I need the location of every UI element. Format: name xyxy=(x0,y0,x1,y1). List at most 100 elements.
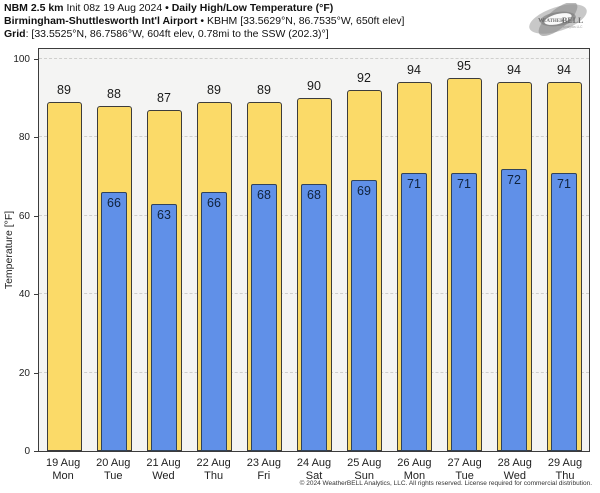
x-axis: 19 Aug Mon 20 Aug Tue 21 Aug Wed 22 Aug Thu 23 A… xyxy=(38,457,590,483)
header-line-3: Grid: [33.5525°N, 86.7586°W, 604ft elev,… xyxy=(4,28,404,41)
svg-text:Analytics LLC: Analytics LLC xyxy=(563,25,583,29)
x-tick-label: 23 Aug Fri xyxy=(239,457,289,483)
day-slot: 94 72 xyxy=(489,49,539,451)
low-bar: 71 xyxy=(401,172,427,451)
low-value-label: 71 xyxy=(557,176,571,191)
station-coords: • KBHM [33.5629°N, 86.7535°W, 650ft elev… xyxy=(197,15,405,27)
day-slot: 89 68 xyxy=(239,49,289,451)
low-bar: 69 xyxy=(351,180,377,451)
x-tick-date: 29 Aug xyxy=(547,457,583,469)
day-slot: 95 71 xyxy=(439,49,489,451)
day-slot: 88 66 xyxy=(89,49,139,451)
low-value-label: 71 xyxy=(457,176,471,191)
x-tick-weekday: Mon xyxy=(403,470,426,482)
x-tick-date: 24 Aug xyxy=(296,457,332,469)
day-slot: 89 66 xyxy=(189,49,239,451)
y-tick-mark xyxy=(34,451,38,452)
chart-title: • Daily High/Low Temperature (°F) xyxy=(165,2,334,14)
x-tick-weekday: Fri xyxy=(257,470,271,482)
day-slot: 87 63 xyxy=(139,49,189,451)
svg-text:EATHER: EATHER xyxy=(543,19,564,24)
day-slot: 92 69 xyxy=(339,49,389,451)
x-tick-date: 27 Aug xyxy=(447,457,482,469)
x-tick-label: 28 Aug Wed xyxy=(490,457,540,483)
x-tick-date: 22 Aug xyxy=(196,457,231,469)
low-value-label: 68 xyxy=(257,188,271,203)
swirl-logo-icon: W EATHER BELL Analytics LLC xyxy=(529,1,587,37)
logo-text-weather: W xyxy=(538,17,545,24)
low-value-label: 68 xyxy=(307,188,321,203)
x-tick-label: 19 Aug Mon xyxy=(38,457,88,483)
low-value-label: 69 xyxy=(357,184,371,199)
x-tick-label: 24 Aug Sat xyxy=(289,457,339,483)
model-name: NBM 2.5 km xyxy=(4,2,64,14)
x-tick-date: 19 Aug xyxy=(45,457,81,469)
low-bar: 68 xyxy=(301,184,327,451)
x-tick-date: 21 Aug xyxy=(146,457,181,469)
high-value-label: 89 xyxy=(207,82,221,97)
station-name: Birmingham-Shuttlesworth Int'l Airport xyxy=(4,15,198,27)
y-tick-mark xyxy=(34,137,38,139)
x-tick-date: 23 Aug xyxy=(246,457,281,469)
day-slot: 94 71 xyxy=(389,49,439,451)
plot-area: 89 88 66 87 63 89 66 89 68 90 68 92 69 94 71 95 71 94 72 94… xyxy=(38,48,590,452)
x-tick-label: 21 Aug Wed xyxy=(138,457,188,483)
copyright-footer: © 2024 WeatherBELL Analytics, LLC. All r… xyxy=(299,480,592,487)
x-tick-weekday: Sat xyxy=(305,470,323,482)
day-slot: 90 68 xyxy=(289,49,339,451)
low-value-label: 66 xyxy=(107,196,121,211)
x-tick-label: 22 Aug Thu xyxy=(189,457,239,483)
high-value-label: 94 xyxy=(407,63,421,78)
x-tick-weekday: Wed xyxy=(152,470,175,482)
low-bar: 71 xyxy=(451,172,477,451)
svg-text:W: W xyxy=(538,17,545,24)
day-slot: 89 xyxy=(39,49,89,451)
x-tick-label: 26 Aug Mon xyxy=(389,457,439,483)
y-tick-label: 80 xyxy=(18,132,30,144)
high-value-label: 90 xyxy=(307,79,321,94)
day-slot: 94 71 xyxy=(539,49,589,451)
high-bar xyxy=(46,101,82,451)
x-tick-weekday: Thu xyxy=(204,470,224,482)
high-value-label: 89 xyxy=(257,82,271,97)
x-tick-label: 20 Aug Tue xyxy=(88,457,138,483)
high-value-label: 95 xyxy=(457,59,471,74)
low-value-label: 72 xyxy=(507,172,521,187)
y-tick-mark xyxy=(34,215,38,217)
high-value-label: 87 xyxy=(157,90,171,105)
low-bar: 72 xyxy=(501,168,527,451)
x-tick-weekday: Tue xyxy=(455,470,474,482)
grid-coords: : [33.5525°N, 86.7586°W, 604ft elev, 0.7… xyxy=(25,28,329,40)
x-tick-weekday: Thu xyxy=(555,470,575,482)
x-tick-weekday: Wed xyxy=(503,470,526,482)
x-tick-weekday: Tue xyxy=(104,470,123,482)
y-tick-mark xyxy=(34,372,38,374)
chart-header: NBM 2.5 km Init 08z 19 Aug 2024 • Daily … xyxy=(4,2,404,41)
y-axis: 0 20 40 60 80 100 xyxy=(0,48,38,457)
x-tick-label: 27 Aug Tue xyxy=(440,457,490,483)
x-tick-date: 26 Aug xyxy=(397,457,432,469)
low-bar: 71 xyxy=(551,172,577,451)
x-tick-label: 25 Aug Sun xyxy=(339,457,389,483)
init-time: Init 08z 19 Aug 2024 xyxy=(63,2,166,14)
low-value-label: 63 xyxy=(157,207,171,222)
x-tick-date: 25 Aug xyxy=(347,457,382,469)
low-bar: 66 xyxy=(201,192,227,451)
y-tick-label: 40 xyxy=(18,289,30,301)
svg-text:BELL: BELL xyxy=(562,16,583,25)
grid-label: Grid xyxy=(4,28,26,40)
y-tick-label: 20 xyxy=(18,367,30,379)
y-tick-label: 60 xyxy=(18,210,30,222)
weatherbell-logo: W EATHER BELL Analytics LLC xyxy=(516,1,596,37)
high-value-label: 88 xyxy=(107,86,121,101)
y-tick-mark xyxy=(34,294,38,296)
low-bar: 63 xyxy=(151,203,177,451)
high-value-label: 89 xyxy=(57,82,71,97)
y-tick-mark xyxy=(34,58,38,60)
y-tick-label: 0 xyxy=(24,446,30,457)
high-value-label: 92 xyxy=(357,71,371,86)
x-tick-date: 20 Aug xyxy=(96,457,131,469)
x-tick-weekday: Sun xyxy=(354,470,374,482)
header-line-2: Birmingham-Shuttlesworth Int'l Airport •… xyxy=(4,15,404,28)
